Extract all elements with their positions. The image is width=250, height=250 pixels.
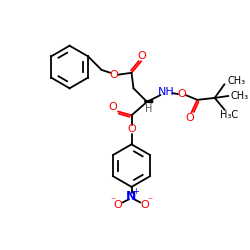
Text: +: + xyxy=(132,187,139,196)
Text: N: N xyxy=(126,190,137,203)
Text: O: O xyxy=(141,200,150,210)
Text: CH₃: CH₃ xyxy=(227,76,245,86)
Text: NH: NH xyxy=(158,87,175,97)
Text: CH₃: CH₃ xyxy=(230,91,248,101)
Text: O: O xyxy=(178,89,186,99)
Text: O: O xyxy=(185,113,194,123)
Text: O: O xyxy=(109,102,118,112)
Text: O: O xyxy=(114,200,122,210)
Text: O: O xyxy=(110,70,118,80)
Text: O: O xyxy=(138,51,146,61)
Text: H₃C: H₃C xyxy=(220,110,238,120)
Text: O: O xyxy=(127,124,136,134)
Text: ⁻: ⁻ xyxy=(110,196,116,206)
Text: H: H xyxy=(145,104,153,114)
Text: ⁻: ⁻ xyxy=(147,196,152,206)
